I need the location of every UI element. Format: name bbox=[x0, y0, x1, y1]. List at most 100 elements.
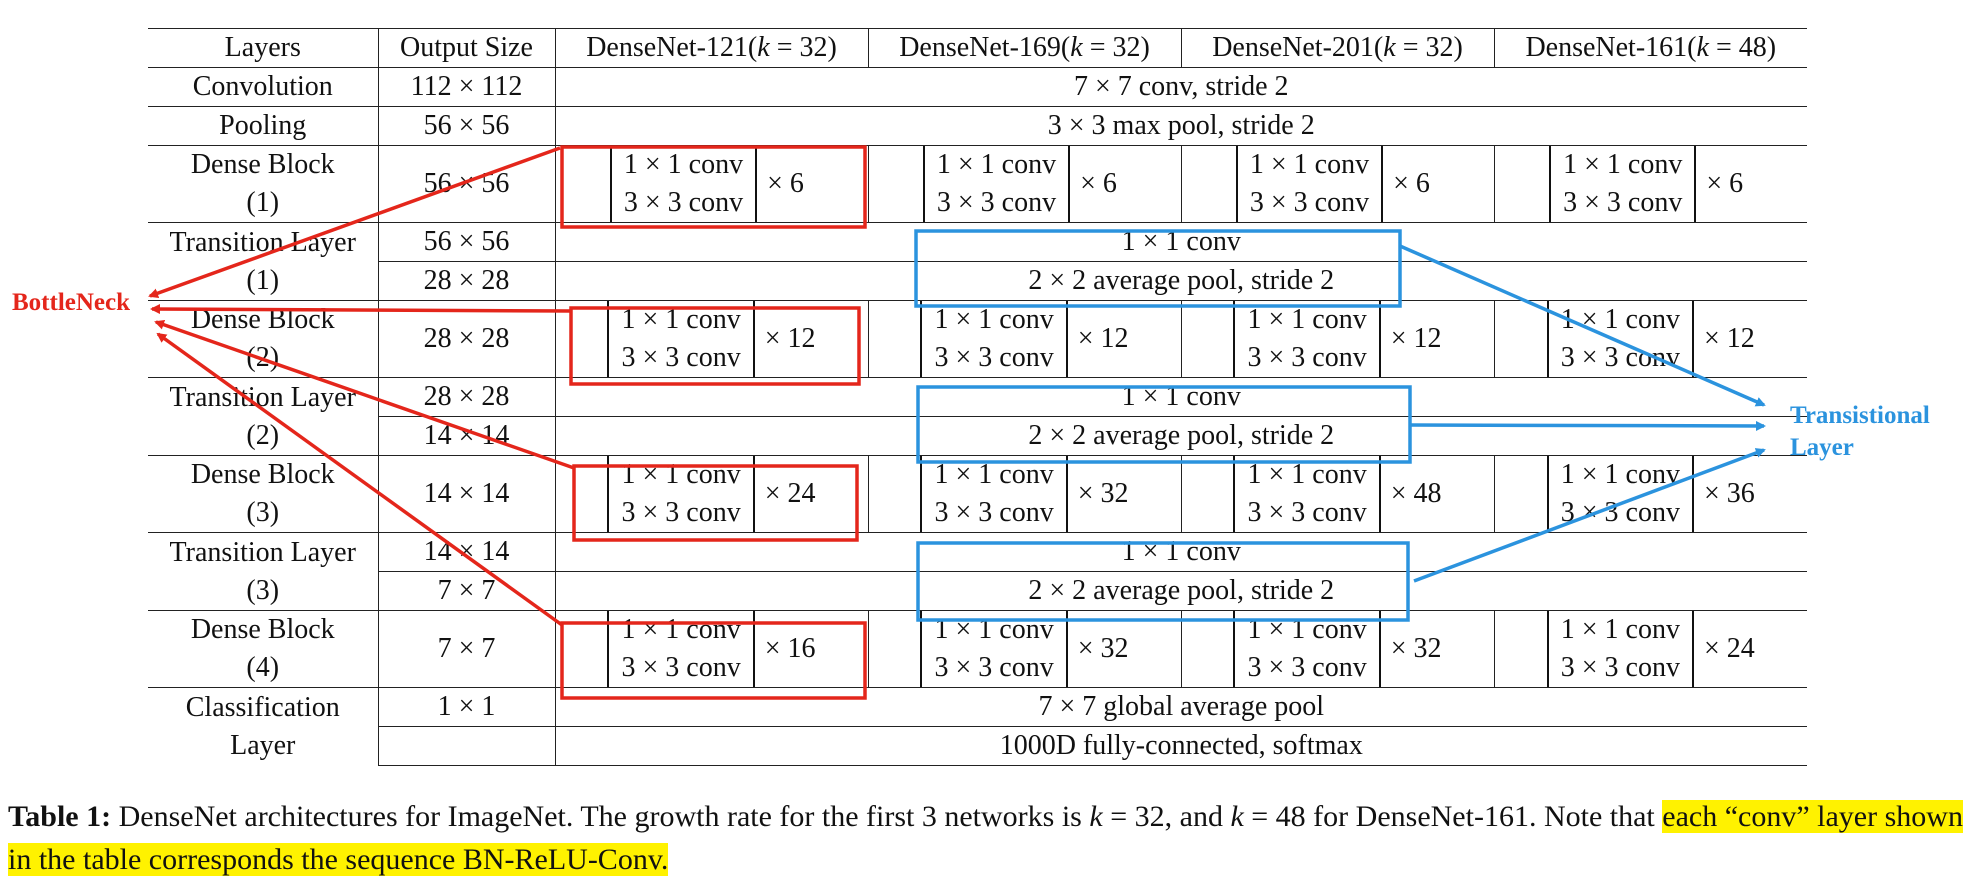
size-cell bbox=[377, 726, 555, 766]
conv-bracket: 1 × 1 conv 3 × 3 conv bbox=[1549, 146, 1697, 222]
conv-bracket: 1 × 1 conv 3 × 3 conv bbox=[1233, 456, 1381, 532]
transitional-layer-label: Transistional Layer bbox=[1790, 400, 1930, 464]
repeat-count: × 6 bbox=[1080, 168, 1117, 199]
layer-cell: Pooling bbox=[148, 106, 378, 146]
conv-bracket: 1 × 1 conv 3 × 3 conv bbox=[920, 456, 1068, 532]
header-text: = 32) bbox=[1395, 32, 1463, 63]
conv-line: 1 × 1 conv bbox=[1247, 304, 1367, 335]
block-cell: 1 × 1 conv 3 × 3 conv × 32 bbox=[867, 455, 1181, 533]
repeat-count: × 6 bbox=[1706, 168, 1744, 199]
size-cell: 14 × 14 bbox=[377, 455, 555, 533]
table-row-classification-b: 1000D fully-connected, softmax bbox=[148, 726, 1807, 766]
conv-line: 1 × 1 conv bbox=[621, 614, 741, 645]
layer-index: (1) bbox=[246, 187, 280, 218]
table-row-dense-block-2: Dense Block (2) 28 × 28 1 × 1 conv 3 × 3 c… bbox=[148, 300, 1807, 378]
size-cell: 28 × 28 bbox=[377, 300, 555, 378]
spec-cell: 7 × 7 global average pool bbox=[554, 687, 1807, 727]
conv-bracket: 1 × 1 conv 3 × 3 conv bbox=[607, 611, 755, 687]
spec-cell: 7 × 7 conv, stride 2 bbox=[554, 67, 1807, 107]
size-cell: 56 × 56 bbox=[377, 222, 555, 262]
block-cell: 1 × 1 conv 3 × 3 conv × 6 bbox=[867, 145, 1181, 223]
conv-line: 1 × 1 conv bbox=[623, 149, 744, 180]
layer-index: (4) bbox=[246, 652, 280, 683]
block-cell: 1 × 1 conv 3 × 3 conv × 32 bbox=[867, 610, 1181, 688]
spec-cell: 1 × 1 conv bbox=[554, 377, 1807, 417]
conv-line: 3 × 3 conv bbox=[1560, 652, 1680, 683]
densenet-architecture-table: Layers Output Size DenseNet-121(k = 32) … bbox=[148, 28, 1807, 766]
table-caption: Table 1: DenseNet architectures for Imag… bbox=[8, 795, 1978, 881]
repeat-count: × 48 bbox=[1390, 478, 1442, 509]
table-row-pooling: Pooling 56 × 56 3 × 3 max pool, stride 2 bbox=[148, 106, 1807, 146]
size-cell: 112 × 112 bbox=[377, 67, 555, 107]
size-cell: 56 × 56 bbox=[377, 145, 555, 223]
transitional-label-line2: Layer bbox=[1790, 434, 1854, 461]
layer-name: Dense Block bbox=[190, 304, 335, 335]
size-cell: 28 × 28 bbox=[377, 377, 555, 417]
conv-bracket: 1 × 1 conv 3 × 3 conv bbox=[920, 301, 1068, 377]
conv-line: 3 × 3 conv bbox=[1247, 342, 1367, 373]
size-cell: 1 × 1 bbox=[377, 687, 555, 727]
conv-line: 3 × 3 conv bbox=[1247, 497, 1367, 528]
caption-lead: Table 1: bbox=[8, 800, 112, 833]
repeat-count: × 16 bbox=[764, 633, 816, 664]
layer-cell: Dense Block (2) bbox=[148, 300, 378, 378]
size-cell: 28 × 28 bbox=[377, 261, 555, 301]
layer-name: Dense Block bbox=[190, 149, 335, 180]
header-k: k bbox=[1383, 32, 1396, 63]
conv-line: 3 × 3 conv bbox=[621, 497, 741, 528]
conv-line: 1 × 1 conv bbox=[1249, 149, 1370, 180]
block-cell: 1 × 1 conv 3 × 3 conv × 16 bbox=[554, 610, 868, 688]
repeat-count: × 12 bbox=[1703, 323, 1755, 354]
repeat-count: × 12 bbox=[1077, 323, 1129, 354]
table-row-transition-1b: 28 × 28 2 × 2 average pool, stride 2 bbox=[148, 261, 1807, 301]
conv-line: 1 × 1 conv bbox=[1247, 459, 1367, 490]
table-header-row: Layers Output Size DenseNet-121(k = 32) … bbox=[148, 28, 1807, 68]
layer-index: (2) bbox=[246, 419, 280, 451]
table-row-dense-block-3: Dense Block (3) 14 × 14 1 × 1 conv 3 × 3 c… bbox=[148, 455, 1807, 533]
header-densenet-161: DenseNet-161(k = 48) bbox=[1493, 28, 1807, 68]
table-row-dense-block-4: Dense Block (4) 7 × 7 1 × 1 conv 3 × 3 con… bbox=[148, 610, 1807, 688]
spec-cell: 2 × 2 average pool, stride 2 bbox=[554, 416, 1807, 456]
conv-line: 3 × 3 conv bbox=[1560, 342, 1680, 373]
conv-line: 3 × 3 conv bbox=[934, 652, 1054, 683]
header-text: = 48) bbox=[1708, 32, 1777, 63]
transitional-label-line1: Transistional bbox=[1790, 402, 1930, 429]
conv-line: 1 × 1 conv bbox=[1563, 149, 1683, 180]
header-text: = 32) bbox=[769, 32, 837, 63]
layer-name: Dense Block bbox=[190, 614, 335, 645]
conv-line: 1 × 1 conv bbox=[934, 614, 1054, 645]
header-text: DenseNet-201( bbox=[1212, 32, 1384, 63]
caption-k: k bbox=[1089, 800, 1103, 833]
repeat-count: × 24 bbox=[1703, 633, 1755, 664]
layer-cell: Transition Layer (3) bbox=[148, 532, 378, 611]
conv-line: 3 × 3 conv bbox=[936, 187, 1057, 218]
conv-line: 3 × 3 conv bbox=[934, 342, 1054, 373]
conv-line: 1 × 1 conv bbox=[934, 459, 1054, 490]
spec-cell: 1 × 1 conv bbox=[554, 532, 1807, 572]
layer-cell: Transition Layer (1) bbox=[148, 222, 378, 301]
conv-bracket: 1 × 1 conv 3 × 3 conv bbox=[1235, 146, 1384, 222]
table-row-transition-2b: 14 × 14 2 × 2 average pool, stride 2 bbox=[148, 416, 1807, 456]
conv-bracket: 1 × 1 conv 3 × 3 conv bbox=[607, 301, 755, 377]
layer-index: Layer bbox=[230, 729, 296, 761]
conv-line: 3 × 3 conv bbox=[1563, 187, 1683, 218]
block-cell: 1 × 1 conv 3 × 3 conv × 6 bbox=[554, 145, 868, 223]
block-cell: 1 × 1 conv 3 × 3 conv × 6 bbox=[1493, 145, 1807, 223]
layer-cell: Classification Layer bbox=[148, 687, 378, 766]
repeat-count: × 6 bbox=[1393, 168, 1430, 199]
spec-cell: 2 × 2 average pool, stride 2 bbox=[554, 571, 1807, 611]
size-cell: 7 × 7 bbox=[377, 571, 555, 611]
layer-index: (3) bbox=[246, 574, 280, 606]
conv-line: 3 × 3 conv bbox=[623, 187, 744, 218]
block-cell: 1 × 1 conv 3 × 3 conv × 32 bbox=[1180, 610, 1494, 688]
table-row-transition-3b: 7 × 7 2 × 2 average pool, stride 2 bbox=[148, 571, 1807, 611]
layer-cell: Transition Layer (2) bbox=[148, 377, 378, 456]
header-k: k bbox=[757, 32, 770, 63]
block-cell: 1 × 1 conv 3 × 3 conv × 24 bbox=[1493, 610, 1807, 688]
header-text: = 32) bbox=[1082, 32, 1150, 63]
block-cell: 1 × 1 conv 3 × 3 conv × 12 bbox=[867, 300, 1181, 378]
table-row-classification-a: Classification Layer 1 × 1 7 × 7 global a… bbox=[148, 687, 1807, 766]
conv-bracket: 1 × 1 conv 3 × 3 conv bbox=[1233, 611, 1381, 687]
repeat-count: × 12 bbox=[764, 323, 816, 354]
conv-bracket: 1 × 1 conv 3 × 3 conv bbox=[1546, 456, 1694, 532]
